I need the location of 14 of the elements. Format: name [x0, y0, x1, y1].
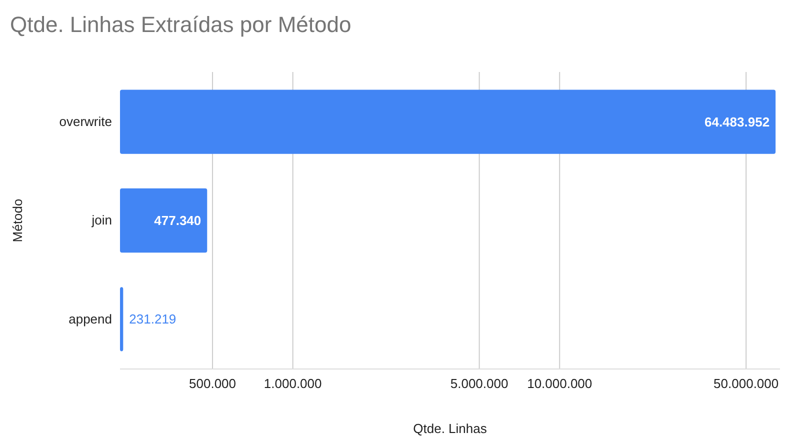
x-tick-label: 500.000 — [189, 376, 236, 392]
x-tick-label: 1.000.000 — [264, 376, 322, 392]
x-axis-title: Qtde. Linhas — [413, 421, 488, 436]
y-tick-label: overwrite — [59, 114, 112, 129]
chart-title: Qtde. Linhas Extraídas por Método — [10, 12, 352, 37]
y-tick-label: join — [90, 212, 112, 228]
x-tick-label: 5.000.000 — [450, 376, 508, 392]
y-axis-title: Método — [10, 198, 25, 242]
x-tick-label: 50.000.000 — [714, 376, 779, 392]
data-label: 477.340 — [154, 213, 202, 228]
data-label: 64.483.952 — [704, 114, 770, 130]
y-tick-label: append — [68, 311, 112, 326]
x-tick-label: 10.000.000 — [527, 376, 592, 392]
data-label: 231.219 — [129, 312, 176, 327]
